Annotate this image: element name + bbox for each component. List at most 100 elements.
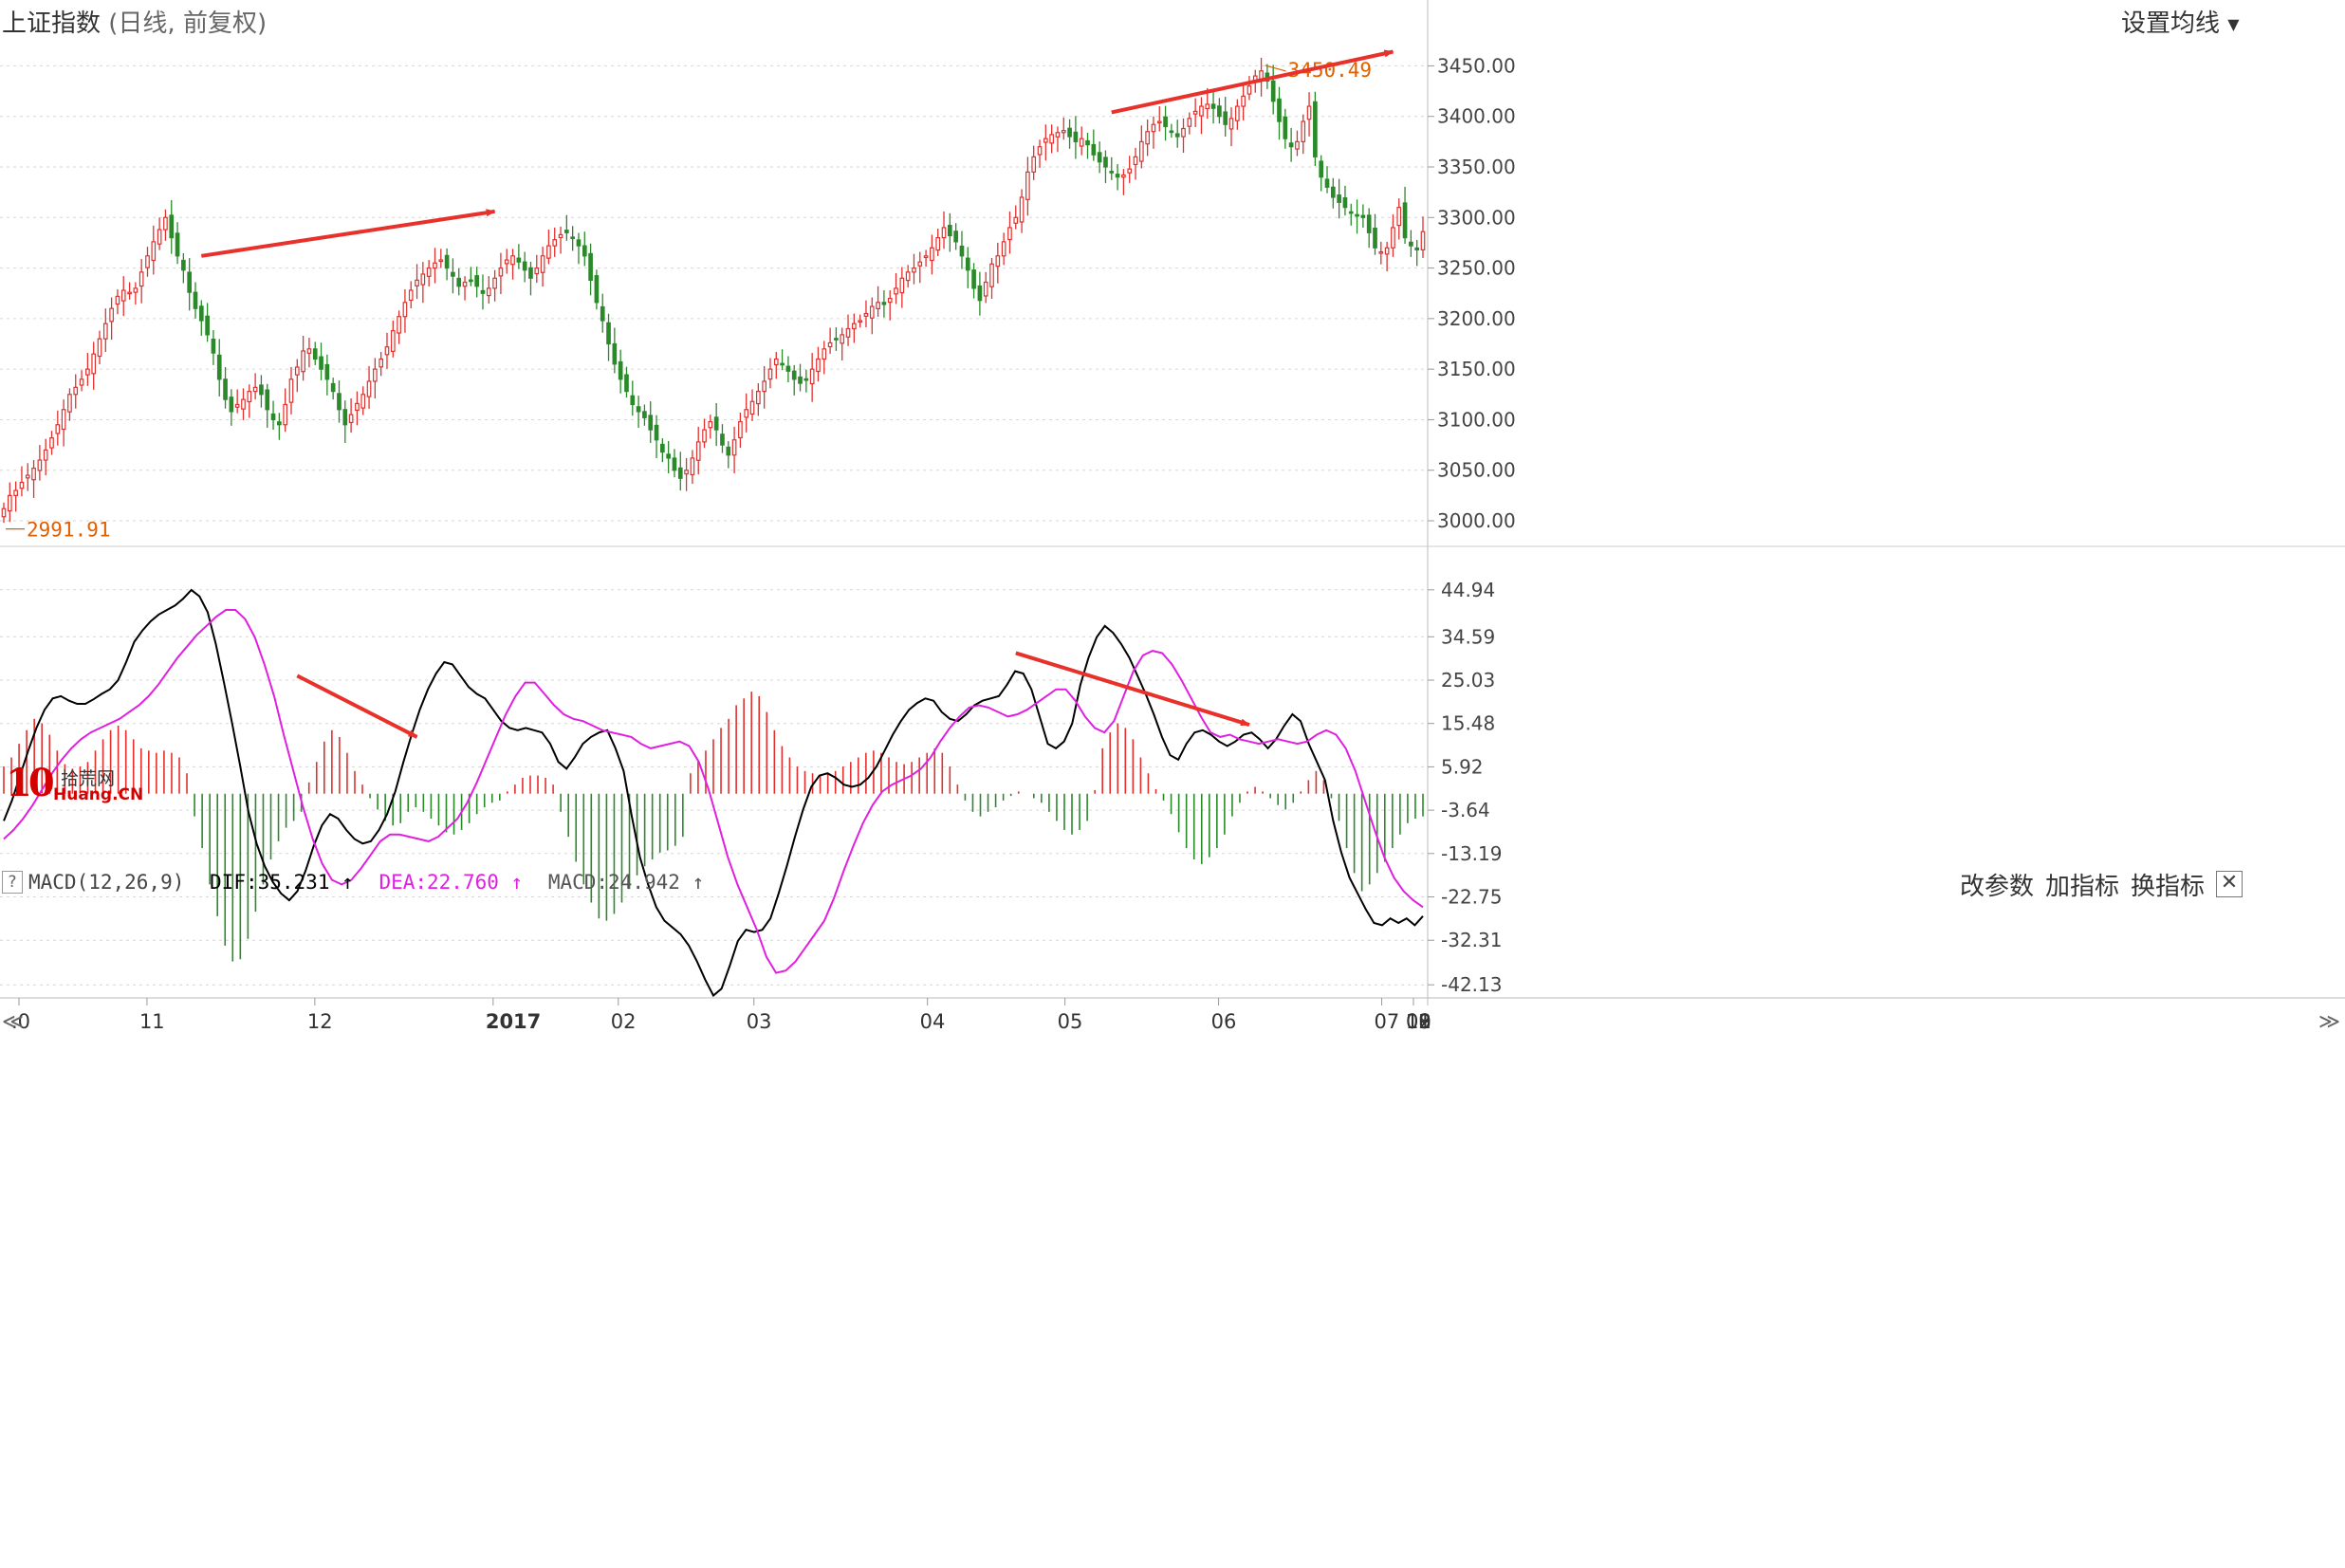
candle-body — [31, 467, 36, 481]
candlestick — [408, 281, 414, 308]
candle-body — [492, 277, 497, 289]
candle-body — [798, 376, 803, 384]
candle-body — [965, 257, 970, 271]
candlestick — [803, 369, 809, 393]
candlestick — [301, 335, 305, 381]
candlestick — [133, 282, 138, 304]
price-tick-label: 3400.00 — [1437, 105, 1516, 128]
candle-body — [312, 348, 318, 360]
candle-body — [462, 281, 468, 287]
candle-body — [420, 273, 426, 286]
candle-body — [259, 384, 264, 396]
candle-body — [229, 397, 234, 413]
candle-body — [1091, 143, 1097, 156]
candlestick — [355, 391, 360, 426]
candlestick — [695, 426, 701, 475]
candlestick — [97, 330, 102, 365]
candle-body — [474, 275, 480, 287]
candle-body — [175, 232, 180, 257]
candle-body — [1037, 146, 1043, 156]
candle-body — [348, 414, 354, 424]
candle-body — [923, 255, 929, 259]
candle-body — [803, 378, 809, 381]
candle-body — [79, 378, 84, 386]
candlestick — [894, 272, 898, 304]
candlestick — [175, 222, 180, 265]
candle-body — [456, 277, 462, 287]
dif-value: DIF:35.231 ↑ — [210, 871, 354, 894]
candle-body — [306, 348, 312, 354]
candle-body — [169, 214, 175, 239]
candle-body — [1127, 168, 1133, 174]
switch-indicator-button[interactable]: 换指标 — [2131, 873, 2206, 901]
close-indicator-button[interactable]: ✕ — [2216, 871, 2243, 897]
candlestick — [756, 383, 761, 416]
candlestick — [594, 269, 600, 310]
candlestick — [564, 214, 569, 241]
candle-body — [234, 403, 240, 408]
candle-body — [917, 261, 923, 267]
candlestick — [373, 358, 378, 399]
chart-title-group: 上证指数 (日线, 前复权) — [2, 4, 267, 39]
candle-body — [822, 348, 827, 360]
candle-body — [624, 374, 629, 393]
candlestick — [690, 450, 695, 485]
help-button[interactable]: ? — [2, 871, 23, 894]
candlestick — [1414, 239, 1420, 267]
candlestick — [558, 226, 563, 254]
candle-body — [1360, 214, 1366, 218]
candlestick — [138, 258, 144, 304]
candlestick — [420, 262, 426, 304]
candlestick — [43, 438, 48, 476]
candlestick — [438, 249, 444, 268]
candlestick — [79, 370, 84, 392]
candle-body — [1373, 227, 1377, 249]
candle-body — [1109, 171, 1115, 174]
candlestick — [115, 288, 120, 315]
candlestick — [1007, 211, 1012, 254]
candle-body — [37, 459, 43, 471]
candle-body — [61, 409, 66, 431]
high-price-pointer — [1265, 65, 1286, 72]
candlestick — [1037, 139, 1043, 168]
candlestick — [702, 418, 707, 449]
candle-body — [402, 302, 408, 318]
candlestick — [37, 445, 43, 481]
candle-body — [294, 366, 300, 376]
candle-body — [726, 446, 731, 456]
candlestick — [1103, 150, 1108, 184]
candlestick — [930, 234, 934, 275]
edit-params-button[interactable]: 改参数 — [1960, 873, 2035, 901]
macd-value: MACD:24.942 ↑ — [547, 871, 705, 894]
candlestick — [738, 412, 743, 449]
candle-body — [1138, 140, 1144, 162]
candlestick — [1013, 205, 1019, 230]
candlestick — [402, 288, 408, 333]
macd-tick-label: -3.64 — [1441, 799, 1490, 821]
candlestick — [947, 212, 952, 252]
candle-body — [791, 370, 797, 380]
candlestick — [1319, 155, 1324, 192]
candlestick — [1366, 208, 1372, 249]
candlestick — [1031, 145, 1037, 180]
candlestick — [1, 502, 7, 524]
candle-body — [1409, 241, 1413, 247]
candle-body — [1145, 131, 1150, 145]
candle-body — [953, 231, 958, 243]
candle-body — [1055, 132, 1061, 138]
candle-body — [1228, 118, 1234, 130]
candle-body — [1, 507, 7, 518]
add-indicator-button[interactable]: 加指标 — [2045, 873, 2120, 901]
dif-arrow-icon: ↑ — [342, 871, 354, 894]
candle-body — [947, 225, 952, 237]
candlestick — [612, 327, 618, 374]
ma-settings-button[interactable]: 设置均线 ▼ — [2121, 4, 2240, 39]
candle-body — [1288, 142, 1294, 148]
candlestick — [55, 410, 61, 446]
candle-body — [1210, 103, 1216, 109]
candle-body — [1396, 207, 1402, 227]
candle-body — [744, 409, 749, 418]
candle-body — [127, 291, 132, 295]
candle-body — [145, 255, 150, 268]
